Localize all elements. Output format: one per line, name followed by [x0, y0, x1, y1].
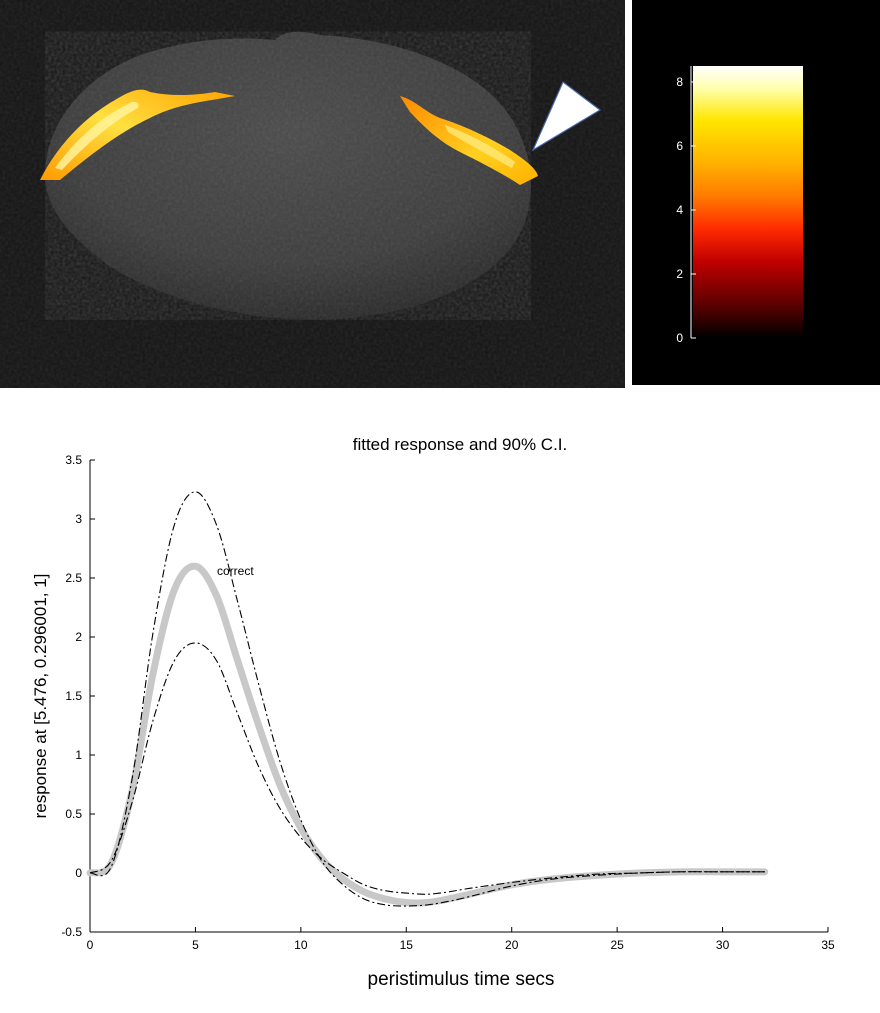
- colorbar-panel: 0 2 4 6 8: [632, 0, 880, 385]
- x-tick-label: 5: [192, 938, 199, 952]
- colorbar-tick-label: 6: [676, 139, 683, 153]
- response-chart: fitted response and 90% C.I. 0 5 10 15 20 25 3…: [31, 435, 835, 990]
- plot-area: [90, 460, 828, 932]
- x-tick-label: 30: [716, 938, 730, 952]
- y-tick-label: 1.5: [65, 689, 82, 703]
- y-tick-label: 1: [75, 748, 82, 762]
- y-tick-label: -0.5: [61, 925, 82, 939]
- colorbar: [693, 66, 803, 338]
- colorbar-tick-label: 0: [676, 331, 683, 345]
- x-axis-label: peristimulus time secs: [368, 969, 555, 990]
- brain-image: [0, 0, 625, 388]
- x-tick-label: 20: [505, 938, 519, 952]
- top-panel: 0 2 4 6 8: [0, 0, 880, 388]
- x-ticks: 0 5 10 15 20 25 30 35: [87, 927, 835, 952]
- y-tick-label: 3.5: [65, 453, 82, 467]
- y-tick-label: 2.5: [65, 571, 82, 585]
- y-tick-label: 2: [75, 630, 82, 644]
- colorbar-tick-label: 4: [676, 203, 683, 217]
- colorbar-tick-label: 2: [676, 267, 683, 281]
- y-tick-label: 0: [75, 866, 82, 880]
- x-tick-label: 35: [821, 938, 835, 952]
- x-tick-label: 15: [400, 938, 414, 952]
- y-axis-label: response at [5.476, 0.296001, 1]: [31, 574, 50, 819]
- y-tick-label: 3: [75, 512, 82, 526]
- chart-title: fitted response and 90% C.I.: [353, 435, 568, 454]
- x-tick-label: 0: [87, 938, 94, 952]
- y-ticks: -0.5 0 0.5 1 1.5 2 2.5 3 3.5: [61, 453, 95, 939]
- annotation-label: correct: [217, 564, 254, 578]
- series-line-lower-ci: [89, 642, 765, 895]
- series-line-upper-ci: [89, 491, 765, 907]
- x-tick-label: 10: [294, 938, 308, 952]
- triangle-marker-icon: [531, 81, 602, 152]
- colorbar-ticks: 0 2 4 6 8: [676, 75, 696, 345]
- y-tick-label: 0.5: [65, 807, 82, 821]
- series-group: [86, 491, 769, 907]
- x-tick-label: 25: [610, 938, 624, 952]
- colorbar-tick-label: 8: [676, 75, 683, 89]
